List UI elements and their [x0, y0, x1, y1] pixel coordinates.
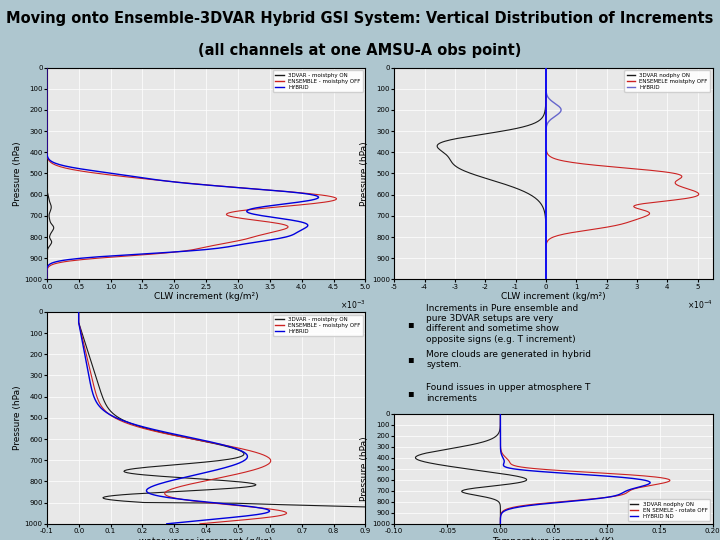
- X-axis label: CLW increment (kg/m²): CLW increment (kg/m²): [154, 292, 258, 301]
- Text: $\times 10^{-3}$: $\times 10^{-3}$: [340, 299, 365, 311]
- Text: Moving onto Ensemble-3DVAR Hybrid GSI System: Vertical Distribution of Increment: Moving onto Ensemble-3DVAR Hybrid GSI Sy…: [6, 11, 714, 26]
- Legend: 3DVAR - moistphy ON, ENSEMBLE - moistphy OFF, HYBRID: 3DVAR - moistphy ON, ENSEMBLE - moistphy…: [273, 70, 363, 92]
- Text: ▪: ▪: [407, 354, 413, 364]
- Text: ▪: ▪: [407, 388, 413, 398]
- Text: Increments in Pure ensemble and
pure 3DVAR setups are very
different and sometim: Increments in Pure ensemble and pure 3DV…: [426, 303, 578, 344]
- Text: More clouds are generated in hybrid
system.: More clouds are generated in hybrid syst…: [426, 350, 591, 369]
- Y-axis label: Pressure (hPa): Pressure (hPa): [13, 386, 22, 450]
- Legend: 3DVAR nodphy ON, EN SEMELE - rotate OFF, HYBRID ND: 3DVAR nodphy ON, EN SEMELE - rotate OFF,…: [628, 500, 710, 521]
- Legend: 3DVAR - moistphy ON, ENSEMBLE - moistphy OFF, HYBRID: 3DVAR - moistphy ON, ENSEMBLE - moistphy…: [273, 315, 363, 336]
- X-axis label: Temperature increment (K): Temperature increment (K): [492, 537, 615, 540]
- X-axis label: water vapor increment (g/kg): water vapor increment (g/kg): [140, 537, 273, 540]
- Text: ▪: ▪: [407, 319, 413, 329]
- Y-axis label: Pressure (hPa): Pressure (hPa): [360, 141, 369, 206]
- Text: $\times 10^{-4}$: $\times 10^{-4}$: [687, 299, 713, 311]
- Legend: 3DVAR nodphy ON, ENSEMELE moistphy OFF, HYBRID: 3DVAR nodphy ON, ENSEMELE moistphy OFF, …: [624, 70, 710, 92]
- X-axis label: CLW increment (kg/m²): CLW increment (kg/m²): [501, 292, 606, 301]
- Y-axis label: Pressure (hPa): Pressure (hPa): [360, 436, 369, 501]
- Text: (all channels at one AMSU-A obs point): (all channels at one AMSU-A obs point): [198, 43, 522, 58]
- Y-axis label: Pressure (hPa): Pressure (hPa): [13, 141, 22, 206]
- Text: Found issues in upper atmosphere T
increments: Found issues in upper atmosphere T incre…: [426, 383, 590, 403]
